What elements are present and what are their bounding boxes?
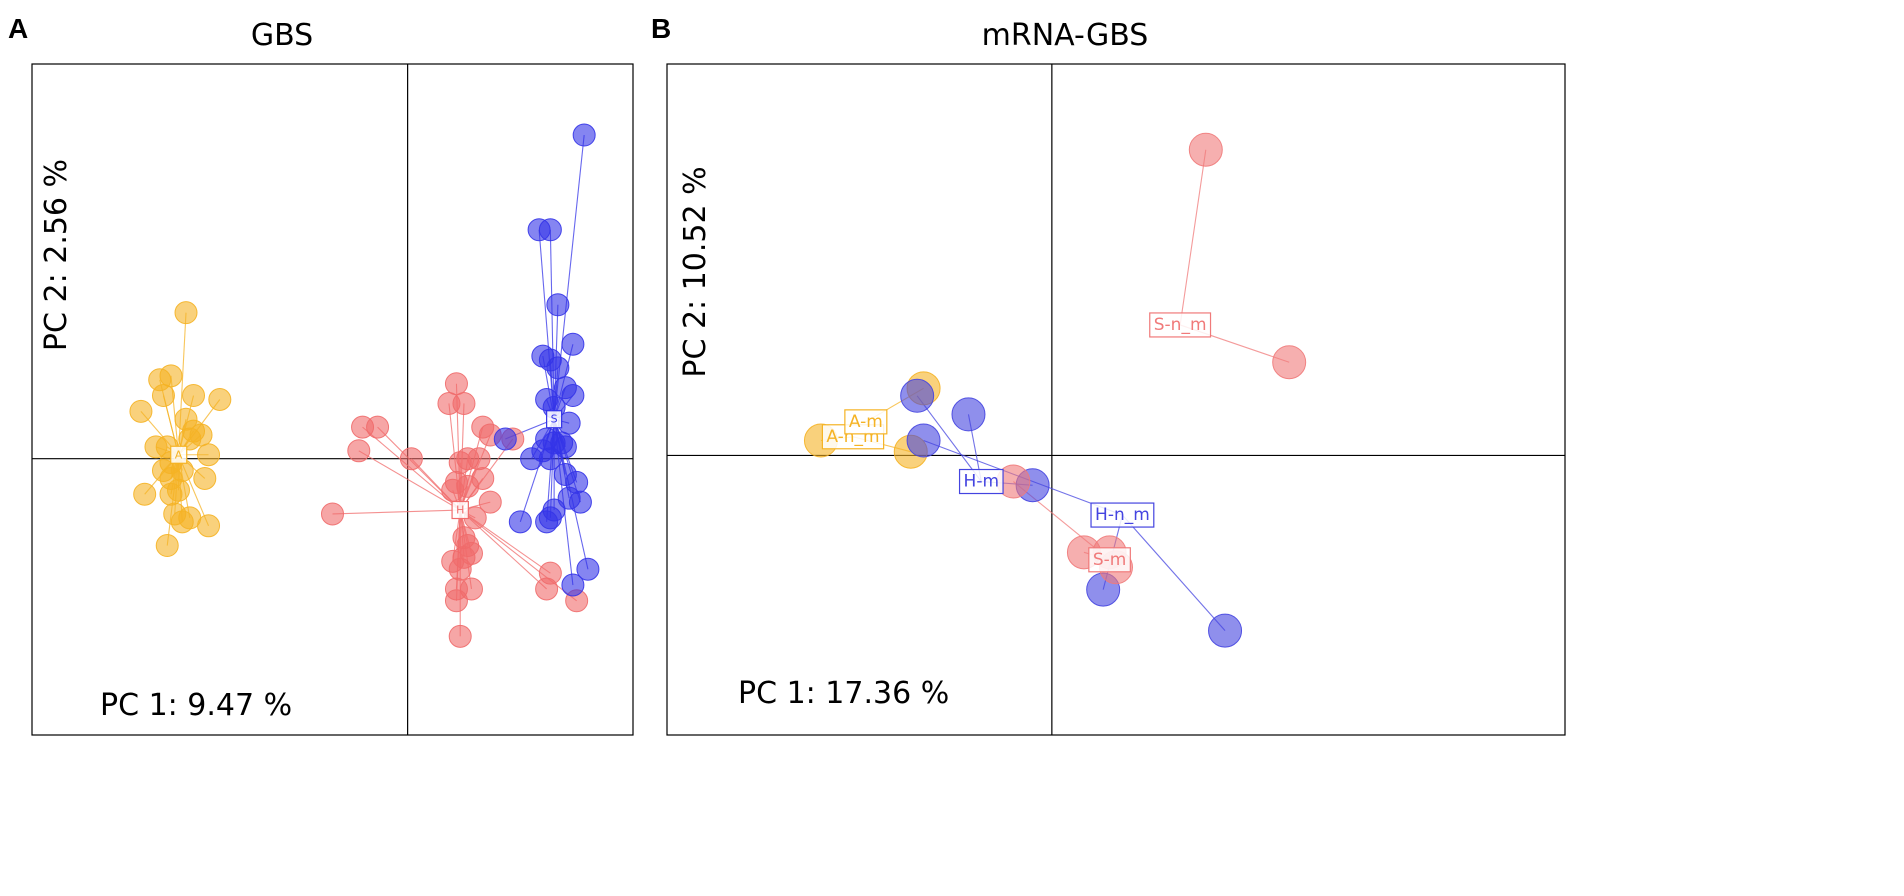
spoke-line-s <box>549 229 555 420</box>
panel-b-plot-frame <box>666 63 1566 736</box>
data-point-a <box>178 427 202 451</box>
data-point-s <box>561 573 585 597</box>
group-label-box <box>170 445 188 464</box>
data-point-h <box>467 447 491 471</box>
panel-b-pc1-label: PC 1: 17.36 % <box>738 676 949 711</box>
spoke-line-h-n-m <box>1122 514 1226 631</box>
data-point-h <box>535 577 559 601</box>
data-point-a <box>208 388 232 411</box>
group-label-h-m: H-m <box>964 472 999 492</box>
group-label-box <box>451 500 469 520</box>
data-point-h <box>399 447 423 471</box>
data-point-a <box>166 478 190 502</box>
data-point-h <box>444 372 468 396</box>
panel-letter-a: A <box>8 13 28 44</box>
spoke-line-h <box>358 450 461 511</box>
group-label-box <box>1090 502 1155 528</box>
group-label-a-m: A-m <box>849 412 883 432</box>
data-point-h <box>366 415 390 439</box>
spoke-line-a <box>177 312 187 455</box>
group-label-h-n-m: H-n_m <box>1095 505 1150 525</box>
group-label-a: A <box>175 448 183 461</box>
data-point-s <box>572 123 596 147</box>
panel-a-plot-frame <box>31 63 634 736</box>
group-label-s-m: S-m <box>1093 550 1127 570</box>
group-label-s-n-m: S-n_m <box>1154 315 1207 335</box>
data-point-h-n-m <box>906 423 941 458</box>
data-point-a <box>197 443 221 467</box>
data-point-h <box>448 451 472 475</box>
data-point-s <box>561 332 585 356</box>
data-point-a <box>159 364 183 388</box>
data-point-a <box>197 514 221 538</box>
panel-b-pc2-label: PC 2: 10.52 % <box>678 166 713 377</box>
data-point-h-m <box>951 397 986 432</box>
data-point-s <box>493 427 517 451</box>
group-label-box <box>1088 547 1131 573</box>
group-label-box <box>1149 312 1212 338</box>
panel-a: A GBS A H S PC 1: 9.47 % PC 2: 2.56 % <box>8 13 634 736</box>
group-label-box <box>546 410 563 429</box>
data-point-h <box>437 391 461 415</box>
data-point-s <box>568 490 592 514</box>
panel-b: B mRNA-GBS A-n_mA-mH-mH-n_mS-mS-n_m PC 1… <box>651 13 1566 736</box>
panel-letter-b: B <box>651 13 671 44</box>
data-point-a <box>144 435 168 459</box>
data-point-h <box>347 439 371 463</box>
data-point-a <box>129 399 153 423</box>
data-point-s <box>553 435 577 459</box>
data-point-s <box>520 447 544 471</box>
data-point-a <box>193 466 217 490</box>
data-point-s <box>561 384 585 408</box>
data-point-a <box>133 482 157 506</box>
data-point-s-n-m <box>1188 132 1223 167</box>
panel-b-title: mRNA-GBS <box>982 18 1149 53</box>
data-point-a <box>174 301 198 325</box>
panel-a-title: GBS <box>251 18 313 53</box>
data-point-h-m <box>900 378 935 413</box>
data-point-s <box>508 510 532 534</box>
group-label-s: S <box>551 413 558 426</box>
group-label-box <box>958 468 1004 495</box>
data-point-h <box>444 589 468 613</box>
group-label-h: H <box>456 504 464 517</box>
spoke-line-s-n-m <box>1179 149 1207 326</box>
data-point-h <box>478 490 502 514</box>
data-point-h-n-m <box>1208 613 1243 648</box>
data-point-h <box>448 557 472 581</box>
panel-a-pc2-label: PC 2: 2.56 % <box>39 159 74 351</box>
data-point-s <box>576 557 600 581</box>
data-point-s <box>546 293 570 317</box>
group-label-box <box>844 409 888 435</box>
spoke-line-h <box>332 509 461 515</box>
panel-a-pc1-label: PC 1: 9.47 % <box>100 688 292 723</box>
data-point-h <box>448 624 472 648</box>
data-point-a <box>151 384 175 408</box>
data-point-s <box>538 218 562 242</box>
data-point-s <box>535 510 559 534</box>
spoke-line-h-m <box>916 395 982 482</box>
data-point-h <box>441 478 465 502</box>
data-point-s <box>538 348 562 372</box>
data-point-a <box>182 384 206 408</box>
data-point-s-n-m <box>1272 345 1307 380</box>
data-point-h <box>321 502 344 526</box>
data-point-a <box>155 534 179 558</box>
